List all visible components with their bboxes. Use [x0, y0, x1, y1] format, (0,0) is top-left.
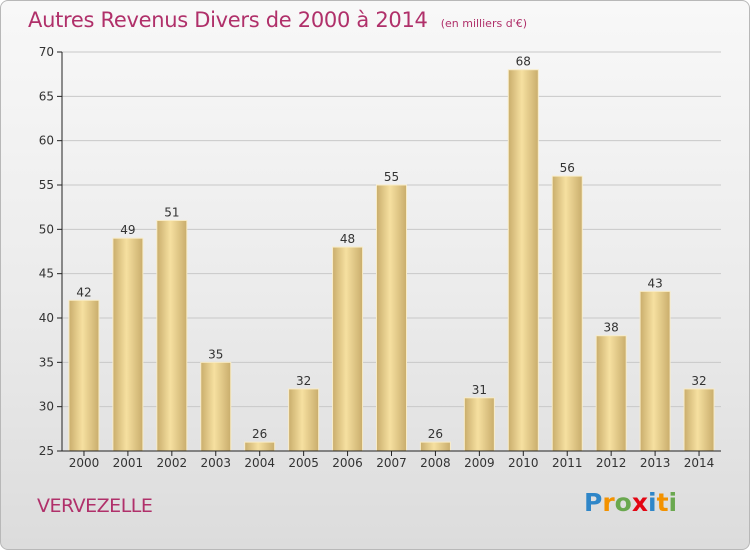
- y-tick-label: 35: [39, 355, 54, 369]
- logo-letter: P: [584, 488, 603, 517]
- x-tick-label: 2001: [113, 456, 144, 470]
- data-label: 42: [76, 285, 91, 299]
- x-tick-label: 2012: [596, 456, 627, 470]
- logo-letter: i: [648, 488, 657, 517]
- bar: [68, 299, 100, 452]
- x-tick-label: 2009: [464, 456, 495, 470]
- y-tick-label: 65: [39, 89, 54, 103]
- x-tick-label: 2007: [376, 456, 407, 470]
- data-label: 32: [691, 374, 706, 388]
- logo-letter: i: [668, 488, 678, 517]
- y-tick-label: 25: [39, 444, 54, 458]
- labels: 25 30 35 40 45 50 55 60 65 70 42 2000 49 2001 51 2002 35…: [39, 45, 715, 470]
- y-tick-label: 60: [39, 134, 54, 148]
- bar: [595, 335, 627, 452]
- commune-name: VERVEZELLE: [37, 495, 153, 517]
- x-tick-label: 2002: [157, 456, 188, 470]
- data-label: 49: [120, 223, 135, 237]
- y-tick-label: 30: [39, 400, 54, 414]
- bar: [419, 441, 451, 452]
- data-label: 48: [340, 232, 355, 246]
- bar: [463, 397, 495, 452]
- data-label: 26: [252, 427, 267, 441]
- bar: [288, 388, 320, 452]
- bars: [68, 69, 715, 452]
- logo-letter: x: [631, 488, 648, 517]
- bar: [639, 290, 671, 452]
- bar: [200, 361, 232, 452]
- x-tick-label: 2006: [332, 456, 363, 470]
- bar: [112, 237, 144, 452]
- bar: [683, 388, 715, 452]
- x-tick-label: 2005: [288, 456, 319, 470]
- x-tick-label: 2010: [508, 456, 539, 470]
- x-tick-label: 2013: [640, 456, 671, 470]
- axes: [57, 51, 721, 456]
- x-tick-label: 2008: [420, 456, 451, 470]
- x-tick-label: 2014: [684, 456, 715, 470]
- chart-title-unit: (en milliers d'€): [440, 17, 527, 30]
- y-tick-label: 70: [39, 45, 54, 59]
- bar: [156, 219, 188, 452]
- data-label: 38: [604, 321, 619, 335]
- bar: [507, 69, 539, 452]
- bar: [244, 441, 276, 452]
- chart-title-main: Autres Revenus Divers de 2000 à 2014: [28, 8, 428, 32]
- logo-letter: o: [614, 488, 632, 517]
- y-tick-label: 50: [39, 222, 54, 236]
- data-label: 51: [164, 205, 179, 219]
- bar: [332, 246, 364, 452]
- y-tick-label: 40: [39, 311, 54, 325]
- y-tick-label: 45: [39, 267, 54, 281]
- data-label: 55: [384, 170, 399, 184]
- data-label: 56: [560, 161, 575, 175]
- bar: [376, 184, 407, 452]
- logo-letter: t: [656, 488, 669, 517]
- bar: [551, 175, 583, 452]
- x-tick-label: 2004: [244, 456, 275, 470]
- data-label: 31: [472, 383, 487, 397]
- data-label: 35: [208, 347, 223, 361]
- logo-letter: r: [602, 488, 615, 517]
- x-tick-label: 2011: [552, 456, 583, 470]
- proxiti-logo[interactable]: Proxiti: [584, 488, 677, 517]
- data-label: 43: [647, 276, 662, 290]
- data-label: 26: [428, 427, 443, 441]
- chart-title: Autres Revenus Divers de 2000 à 2014 (en…: [28, 8, 527, 32]
- data-label: 32: [296, 374, 311, 388]
- y-tick-label: 55: [39, 178, 54, 192]
- x-tick-label: 2000: [69, 456, 100, 470]
- x-tick-label: 2003: [200, 456, 231, 470]
- data-label: 68: [516, 55, 531, 69]
